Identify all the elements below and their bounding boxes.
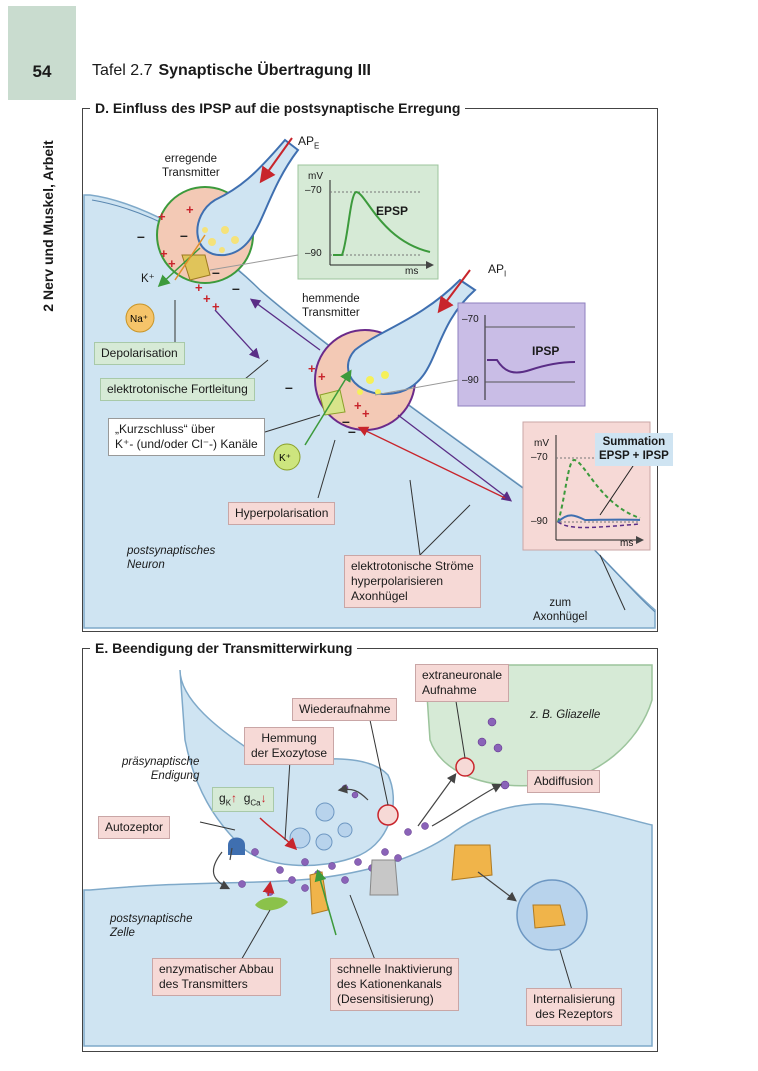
ipsp-graph-label: IPSP bbox=[532, 344, 560, 358]
svg-text:K⁺: K⁺ bbox=[279, 453, 291, 464]
postsynaptic-receptor-2 bbox=[369, 859, 399, 896]
ap-i-label: API bbox=[488, 262, 507, 279]
sum-tick-bottom: –90 bbox=[531, 516, 548, 527]
svg-text:+: + bbox=[195, 280, 203, 295]
glia-transporter bbox=[455, 757, 475, 777]
ap-e-label: APE bbox=[298, 134, 320, 151]
svg-text:+: + bbox=[160, 246, 168, 261]
svg-text:+: + bbox=[168, 256, 176, 271]
gk-up-arrow: ↑ bbox=[231, 791, 238, 805]
autoreceptor-label: Autozeptor bbox=[98, 816, 171, 839]
ipsp-tick-bottom: –90 bbox=[462, 375, 479, 386]
summation-sum-curve bbox=[557, 514, 641, 523]
svg-text:+: + bbox=[212, 299, 220, 314]
sum-unit-x: ms bbox=[620, 538, 634, 549]
excitatory-receptor bbox=[181, 254, 211, 281]
svg-text:Na⁺: Na⁺ bbox=[130, 314, 148, 325]
ipsp-curve bbox=[487, 359, 576, 374]
svg-text:–: – bbox=[285, 379, 293, 395]
axon-hillock-label: zum Axonhügel bbox=[533, 597, 588, 624]
extraneuronal-uptake-label: extraneuronale Aufnahme bbox=[415, 664, 510, 702]
section-e-title: E. Beendigung der Transmitterwirkung bbox=[90, 640, 358, 656]
conductance-box: gK↑ gCa↓ bbox=[212, 787, 274, 813]
svg-text:+: + bbox=[203, 291, 211, 306]
svg-text:+: + bbox=[318, 369, 326, 384]
glia-cell-label: z. B. Gliazelle bbox=[530, 709, 601, 721]
summation-epsp-curve bbox=[557, 458, 641, 523]
k-ion-ball bbox=[273, 443, 301, 471]
plate-number: Tafel 2.7 bbox=[92, 62, 153, 79]
reuptake-transporter bbox=[377, 804, 399, 826]
svg-text:–: – bbox=[137, 228, 145, 244]
gca-down-arrow: ↓ bbox=[260, 791, 267, 805]
autoreceptor bbox=[228, 837, 245, 855]
excitatory-ap-arrow bbox=[259, 137, 293, 184]
exocytosis-inhibition-label: Hemmung der Exozytose bbox=[244, 727, 335, 765]
sum-unit-y: mV bbox=[534, 438, 549, 449]
epsp-tick-top: –70 bbox=[305, 185, 322, 196]
postsynaptic-receptor-3 bbox=[451, 844, 493, 881]
electrotonic-currents-label: elektrotonische Ströme hyperpolarisieren A… bbox=[344, 555, 481, 608]
electrotonic-conduction-label: elektrotonische Fortleitung bbox=[100, 378, 255, 401]
reuptake-label: Wiederaufnahme bbox=[292, 698, 398, 721]
svg-text:–: – bbox=[348, 423, 356, 439]
svg-text:+: + bbox=[354, 398, 362, 413]
inhibitory-receptor bbox=[319, 389, 346, 416]
page-number: 54 bbox=[32, 62, 52, 81]
postsynaptic-neuron-label: postsynaptisches Neuron bbox=[127, 545, 216, 572]
epsp-curve bbox=[333, 190, 431, 256]
summation-graph-label: Summation EPSP + IPSP bbox=[595, 433, 673, 466]
svg-text:–: – bbox=[342, 413, 350, 429]
epsp-graph-label: EPSP bbox=[376, 204, 409, 218]
enzyme-shape bbox=[255, 897, 288, 911]
short-circuit-label: „Kurzschluss“ über K⁺- (und/oder Cl⁻-) Ka… bbox=[108, 418, 265, 456]
ipsp-tick-top: –70 bbox=[462, 314, 479, 325]
section-e-frame bbox=[82, 648, 658, 1052]
desensitization-label: schnelle Inaktivierung des Kationenkanals… bbox=[330, 958, 460, 1011]
epsp-tick-bottom: –90 bbox=[305, 248, 322, 259]
internalization-label: Internalisierung des Rezeptors bbox=[526, 988, 623, 1026]
hyperpolarisation-label: Hyperpolarisation bbox=[228, 502, 336, 525]
section-d-title: D. Einfluss des IPSP auf die postsynapti… bbox=[90, 100, 466, 116]
inhibitory-transmitter-label: hemmende Transmitter bbox=[302, 293, 360, 320]
diffusion-label: Abdiffusion bbox=[527, 770, 601, 793]
postsynaptic-cell-label: postsynaptische Zelle bbox=[110, 913, 193, 940]
svg-text:–: – bbox=[232, 280, 240, 296]
excitatory-transmitter-label: erregende Transmitter bbox=[162, 153, 220, 180]
enzymatic-degradation-label: enzymatischer Abbau des Transmitters bbox=[152, 958, 281, 996]
svg-text:–: – bbox=[212, 264, 220, 280]
svg-text:+: + bbox=[186, 202, 194, 217]
na-ion bbox=[125, 303, 155, 333]
k-plus-label: K⁺ bbox=[141, 273, 155, 285]
page-title: Synaptische Übertragung III bbox=[158, 62, 371, 79]
epsp-graph-panel bbox=[297, 164, 439, 280]
svg-text:–: – bbox=[180, 227, 188, 243]
depolarisation-label: Depolarisation bbox=[94, 342, 185, 365]
epsp-unit-y: mV bbox=[308, 171, 323, 182]
svg-text:+: + bbox=[308, 361, 316, 376]
page-header: Tafel 2.7 Synaptische Übertragung III bbox=[92, 62, 371, 80]
page-number-tab: 54 bbox=[8, 6, 76, 100]
epsp-unit-x: ms bbox=[405, 266, 419, 277]
sum-tick-top: –70 bbox=[531, 452, 548, 463]
presynaptic-ending-label: präsynaptische Endigung bbox=[122, 756, 200, 783]
ipsp-graph-panel bbox=[457, 302, 586, 407]
svg-text:+: + bbox=[158, 209, 166, 224]
svg-text:+: + bbox=[362, 406, 370, 421]
